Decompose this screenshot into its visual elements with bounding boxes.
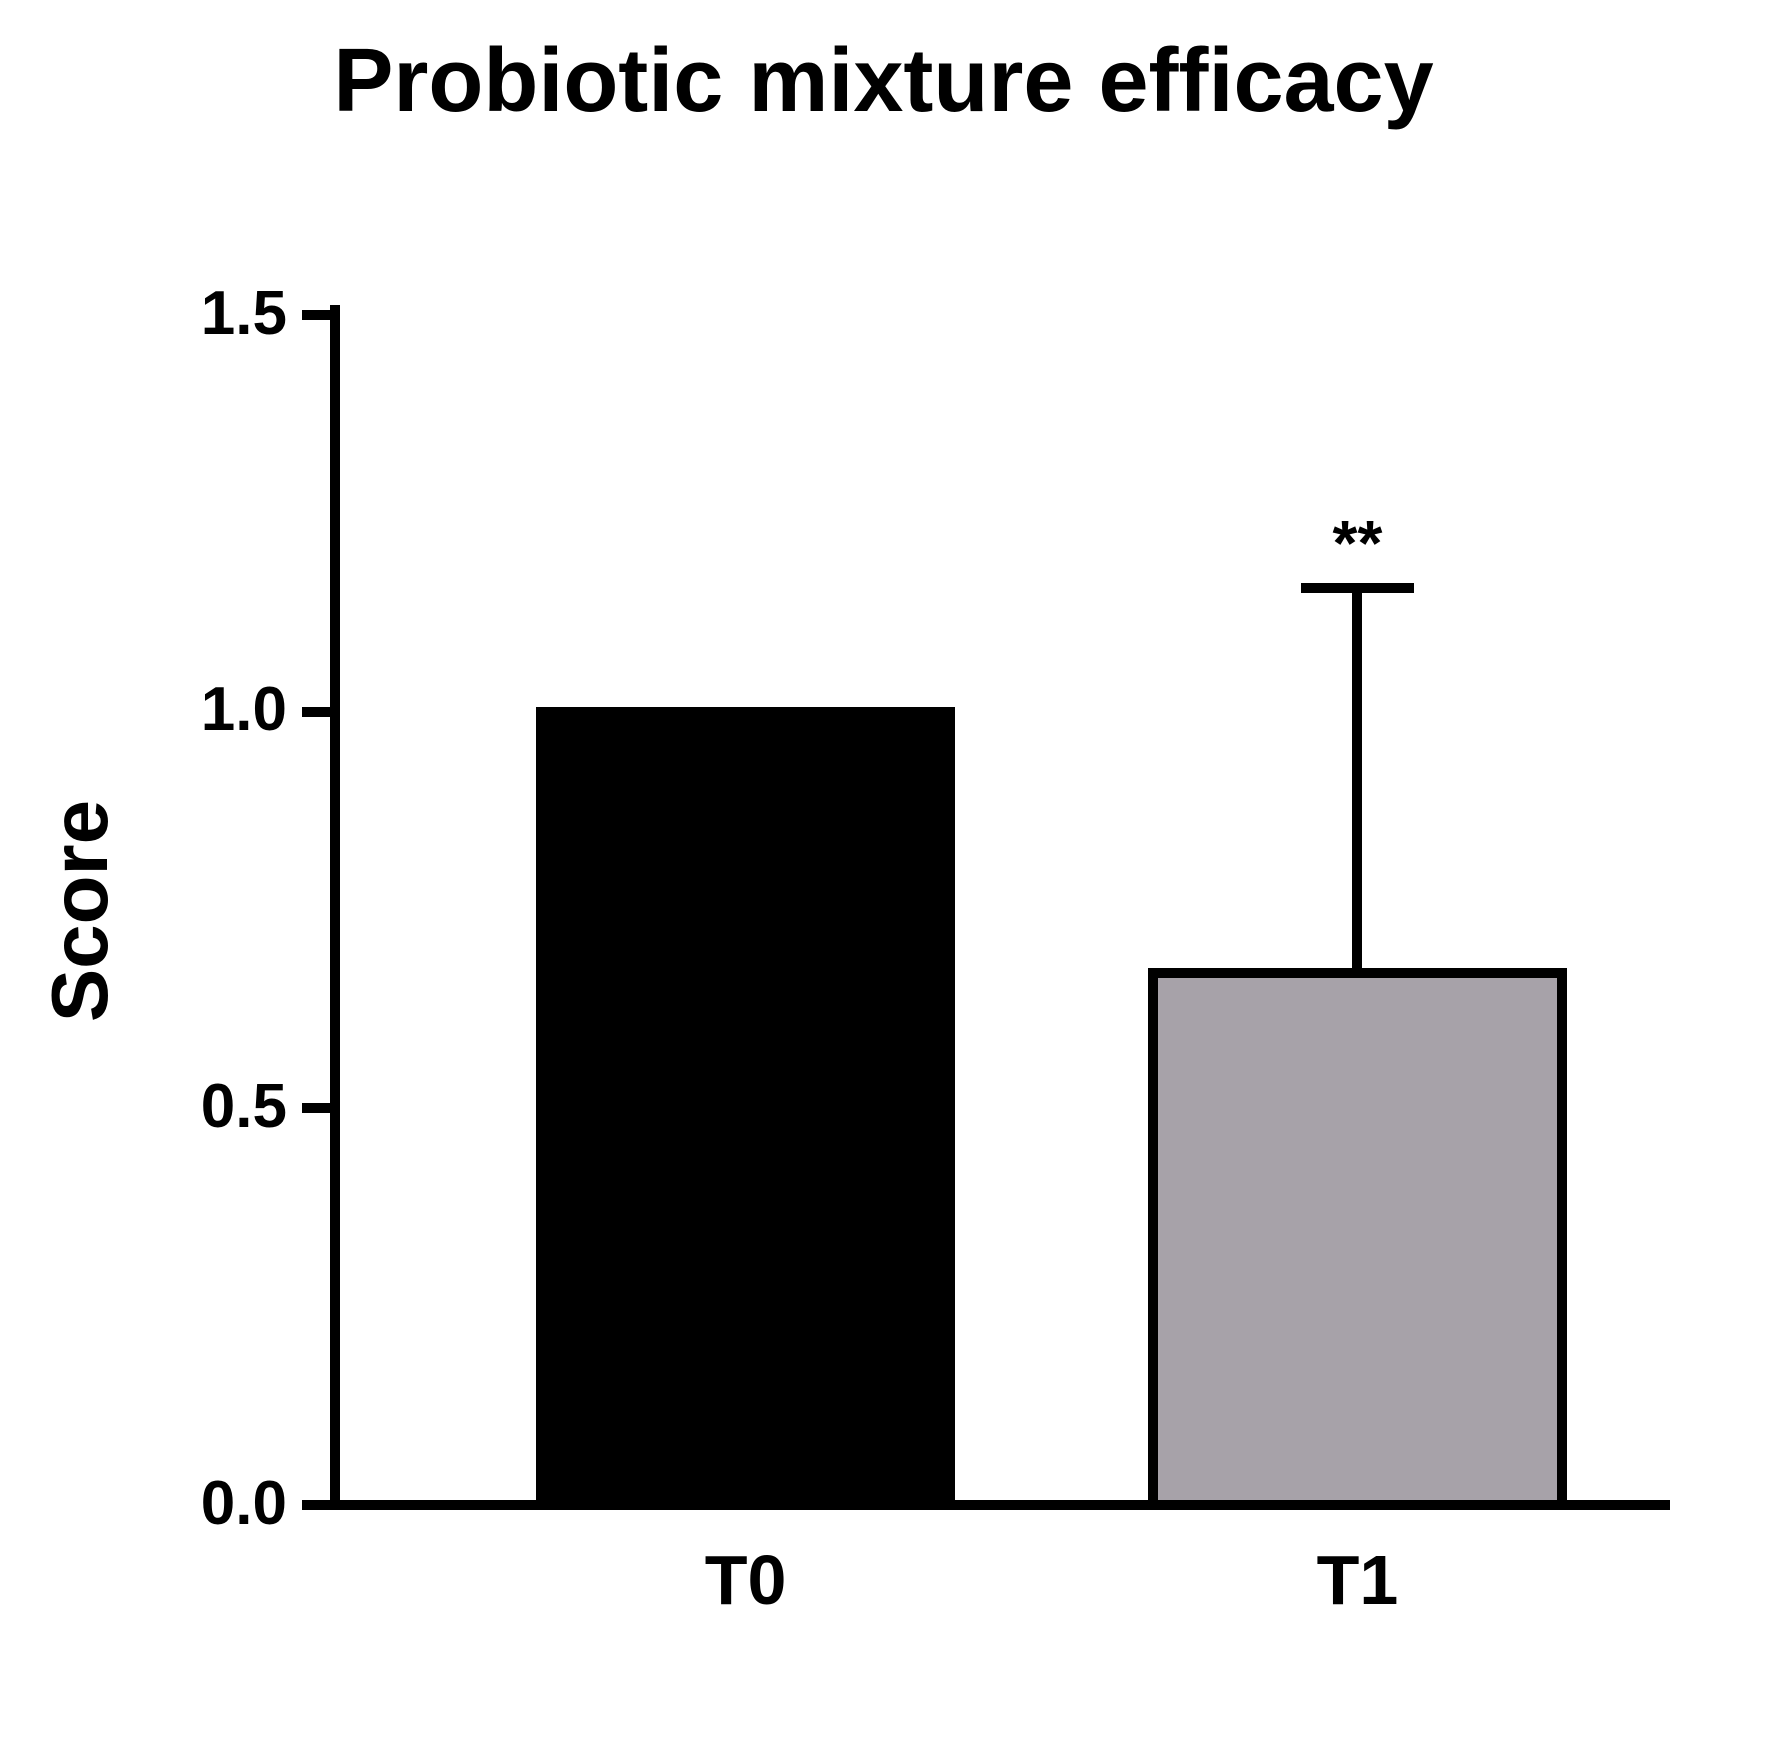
bar xyxy=(1148,968,1567,1500)
x-axis xyxy=(330,1500,1670,1510)
chart-title: Probiotic mixture efficacy xyxy=(0,30,1767,133)
y-tick-label: 0.5 xyxy=(122,1071,287,1142)
x-tick-label: T0 xyxy=(536,1540,955,1620)
y-tick xyxy=(302,1103,330,1113)
x-tick-label: T1 xyxy=(1148,1540,1567,1620)
bar-chart: Probiotic mixture efficacy 0.00.51.01.5T… xyxy=(0,0,1767,1745)
errorbar xyxy=(1352,588,1362,969)
y-axis-label: Score xyxy=(34,711,126,1111)
significance-marker: ** xyxy=(1277,506,1437,580)
bar xyxy=(536,707,955,1500)
plot-area: 0.00.51.01.5T0**T1 xyxy=(340,310,1670,1500)
y-tick xyxy=(302,310,330,320)
errorbar-cap xyxy=(1301,583,1414,593)
y-tick-label: 1.0 xyxy=(122,674,287,745)
y-tick xyxy=(302,707,330,717)
y-tick-label: 0.0 xyxy=(122,1468,287,1539)
y-tick xyxy=(302,1500,330,1510)
y-tick-label: 1.5 xyxy=(122,278,287,349)
y-axis xyxy=(330,305,340,1505)
